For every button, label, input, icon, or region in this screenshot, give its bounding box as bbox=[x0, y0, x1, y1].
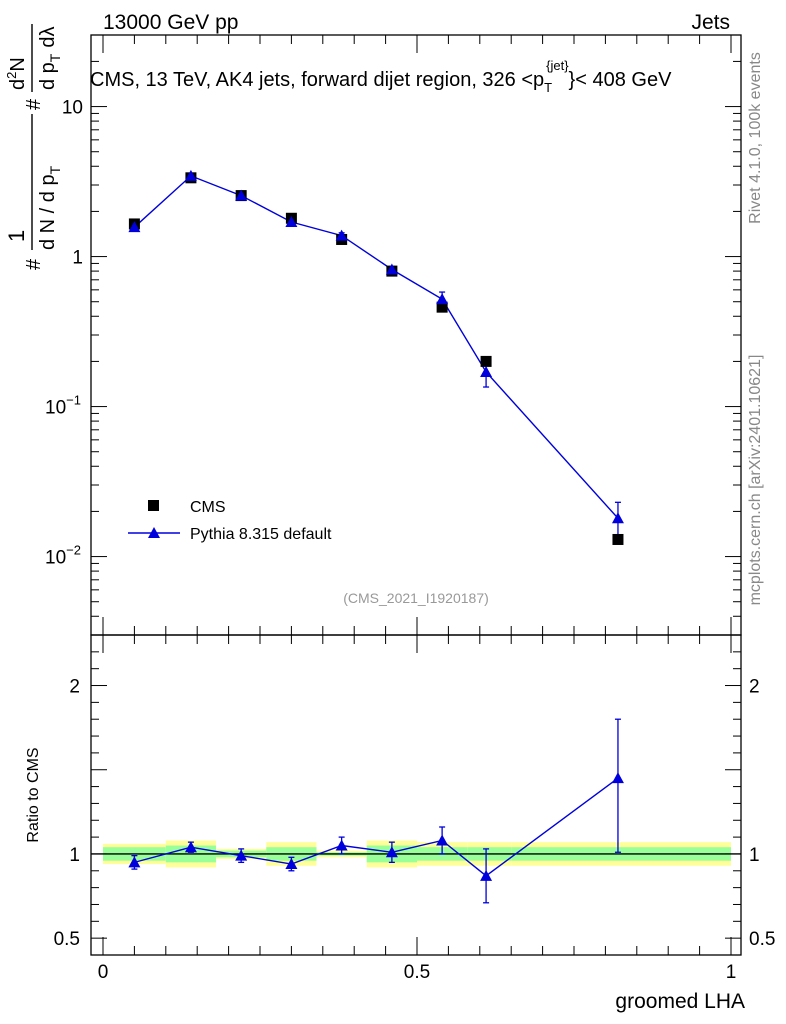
header-left: 13000 GeV pp bbox=[103, 11, 238, 34]
chart-title-suffix: }< 408 GeV bbox=[569, 69, 673, 91]
legend: CMS Pythia 8.315 default bbox=[128, 499, 332, 543]
ylabel-pt-sub-2: T bbox=[47, 53, 63, 62]
ratio-point bbox=[385, 846, 398, 858]
ratio-point bbox=[480, 869, 493, 881]
pythia-point bbox=[335, 229, 348, 241]
ylabel-lambda: λ bbox=[37, 27, 59, 37]
pythia-point bbox=[611, 512, 624, 524]
legend-label-cms: CMS bbox=[190, 499, 226, 516]
ylabel-dpt: d p bbox=[37, 62, 59, 90]
y-tick-label-lower-right: 1 bbox=[749, 845, 760, 866]
upper-y-axis-label: # 1 d N / d pT # d2N d pTdλ bbox=[4, 24, 63, 270]
lower-panel-frame bbox=[90, 634, 742, 956]
pythia-point bbox=[480, 366, 493, 378]
ratio-point bbox=[128, 856, 141, 868]
y-tick-label-lower: 2 bbox=[69, 677, 80, 698]
ylabel-dl: d bbox=[37, 37, 59, 48]
rivet-version-label: Rivet 4.1.0, 100k events bbox=[747, 52, 764, 224]
cms-point bbox=[612, 533, 624, 545]
ratio-point bbox=[184, 841, 197, 853]
ylabel-one: 1 bbox=[4, 230, 29, 242]
ylabel-hash-2: # bbox=[23, 98, 45, 110]
mcplots-label: mcplots.cern.ch [arXiv:2401.10621] bbox=[747, 355, 764, 606]
y-tick-label-lower: 1 bbox=[69, 845, 80, 866]
y-tick-label-lower: 0.5 bbox=[54, 929, 80, 950]
ylabel-hash-1: # bbox=[23, 258, 45, 270]
chart-title-sub: T bbox=[544, 80, 552, 95]
pythia-point bbox=[385, 263, 398, 275]
y-tick-label-upper: 10−1 bbox=[45, 393, 81, 419]
legend-marker-pythia bbox=[148, 527, 160, 538]
y-tick-label-lower-right: 2 bbox=[749, 677, 760, 698]
svg-text:d pTdλ: d pTdλ bbox=[37, 27, 63, 91]
x-tick-label: 0 bbox=[98, 962, 109, 983]
svg-text:d N / d pT: d N / d pT bbox=[37, 165, 63, 250]
upper-panel-data bbox=[128, 169, 624, 545]
ratio-point bbox=[285, 858, 298, 870]
y-tick-label-upper: 10 bbox=[62, 98, 83, 119]
legend-marker-cms bbox=[148, 500, 159, 511]
ylabel-dn-dpt: d N / d p bbox=[37, 174, 59, 250]
chart-title: CMS, 13 TeV, AK4 jets, forward dijet reg… bbox=[90, 58, 672, 95]
cms-point bbox=[480, 355, 492, 367]
ratio-point bbox=[611, 772, 624, 784]
cms-point bbox=[436, 301, 448, 313]
header-right: Jets bbox=[691, 11, 730, 34]
legend-label-pythia: Pythia 8.315 default bbox=[190, 526, 332, 543]
chart-title-sup: {jet} bbox=[546, 58, 569, 73]
upper-panel-frame bbox=[90, 34, 742, 636]
y-tick-label-lower-right: 0.5 bbox=[749, 929, 775, 950]
y-tick-label-upper: 10−2 bbox=[45, 543, 81, 569]
axes-frame: 10 1 10−1 10−2 2 2 1 1 0.5 0.5 0 0.5 1 bbox=[45, 34, 775, 983]
pythia-line bbox=[133, 175, 619, 519]
x-tick-label: 1 bbox=[726, 962, 737, 983]
svg-text:d2N: d2N bbox=[4, 57, 29, 90]
lower-panel-data bbox=[128, 718, 624, 904]
ratio-point bbox=[235, 849, 248, 861]
lower-y-axis-label: Ratio to CMS bbox=[25, 747, 42, 842]
pythia-point bbox=[128, 221, 141, 233]
y-tick-label-upper: 1 bbox=[72, 248, 83, 269]
pythia-point bbox=[184, 169, 197, 181]
ratio-point bbox=[436, 834, 449, 846]
ratio-point bbox=[335, 839, 348, 851]
ylabel-sq: 2 bbox=[4, 72, 19, 79]
chart-title-prefix: CMS, 13 TeV, AK4 jets, forward dijet reg… bbox=[90, 69, 544, 91]
ylabel-pt-sub: T bbox=[47, 165, 63, 174]
x-axis-label: groomed LHA bbox=[615, 990, 745, 1013]
pythia-point bbox=[436, 293, 449, 305]
analysis-id: (CMS_2021_I1920187) bbox=[343, 590, 489, 606]
ylabel-n: N bbox=[7, 57, 29, 71]
x-tick-label: 0.5 bbox=[404, 962, 430, 983]
svg-text:#: # bbox=[23, 258, 45, 270]
ylabel-d-num: d bbox=[7, 79, 29, 90]
pythia-point bbox=[285, 216, 298, 228]
pythia-point bbox=[235, 189, 248, 201]
